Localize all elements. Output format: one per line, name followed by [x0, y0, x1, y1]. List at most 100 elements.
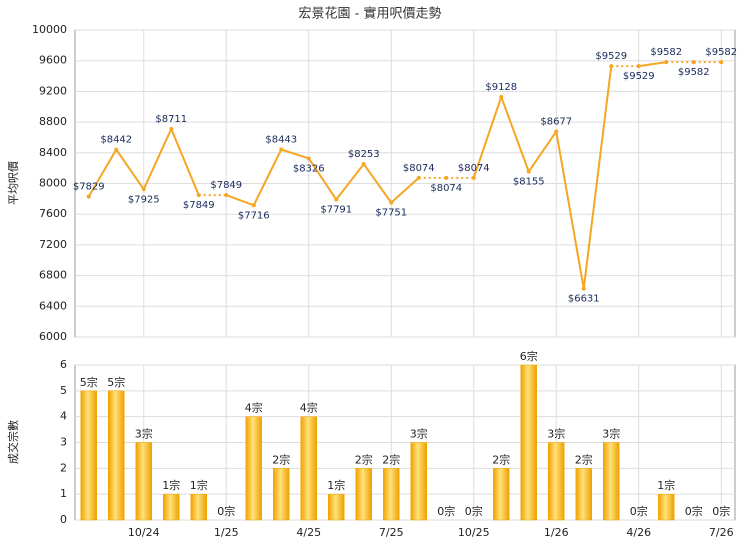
data-label: 1宗 — [162, 478, 180, 492]
line-segment — [307, 157, 338, 201]
data-label: 2宗 — [355, 452, 373, 466]
line-segment — [280, 148, 310, 160]
data-label: $8155 — [513, 177, 545, 188]
bar — [135, 442, 152, 521]
line-point — [609, 64, 614, 69]
line-point — [664, 60, 669, 65]
data-label: $8443 — [265, 134, 297, 145]
y-tick-label: 6400 — [39, 299, 67, 312]
data-label: 2宗 — [575, 452, 593, 466]
y-axis-label: 成交宗數 — [6, 420, 20, 464]
line-point — [636, 64, 641, 69]
y-tick-label: 9600 — [39, 54, 67, 67]
line-segment — [362, 163, 393, 204]
line-segment — [170, 128, 200, 196]
data-label: $7716 — [238, 210, 270, 221]
data-label: $9582 — [678, 67, 710, 78]
data-label: $7925 — [128, 194, 160, 205]
data-label: $8074 — [458, 163, 490, 174]
line-segment — [252, 149, 283, 206]
data-label: 4宗 — [300, 401, 318, 415]
data-label: 0宗 — [437, 504, 455, 518]
line-point — [499, 94, 504, 99]
bar — [575, 468, 592, 521]
line-point — [196, 193, 201, 198]
x-tick-label: 4/25 — [296, 526, 321, 539]
y-tick-label: 9200 — [39, 84, 67, 97]
line-point — [334, 197, 339, 202]
bar — [658, 493, 675, 521]
line-point — [444, 175, 449, 180]
x-tick-label: 7/25 — [379, 526, 404, 539]
data-label: $9582 — [705, 47, 737, 58]
data-label: 1宗 — [657, 478, 675, 492]
bar — [273, 468, 290, 521]
line-segment — [472, 96, 503, 179]
y-tick-label: 0 — [60, 513, 67, 526]
y-tick-label: 8000 — [39, 177, 67, 190]
bar — [80, 390, 97, 521]
line-point — [141, 187, 146, 192]
line-point — [526, 169, 531, 174]
line-point — [719, 60, 724, 65]
y-tick-label: 5 — [60, 384, 67, 397]
y-tick-label: 8800 — [39, 115, 67, 128]
y-tick-label: 4 — [60, 410, 67, 423]
y-tick-label: 10000 — [32, 23, 67, 36]
y-tick-label: 6 — [60, 358, 67, 371]
data-label: 0宗 — [630, 504, 648, 518]
data-label: 2宗 — [382, 452, 400, 466]
x-tick-label: 1/25 — [214, 526, 239, 539]
chart-title: 宏景花園 - 實用呎價走勢 — [299, 6, 442, 22]
x-tick-label: 10/24 — [128, 526, 160, 539]
data-label: $7849 — [183, 200, 215, 211]
data-label: $7829 — [73, 182, 105, 193]
bar — [108, 390, 125, 521]
bar — [300, 416, 317, 521]
bar — [520, 364, 537, 521]
data-label: 0宗 — [685, 504, 703, 518]
line-point — [224, 193, 229, 198]
y-tick-label: 2 — [60, 461, 67, 474]
bar — [245, 416, 262, 521]
line-point — [169, 126, 174, 131]
y-tick-label: 7200 — [39, 238, 67, 251]
line-point — [86, 194, 91, 199]
line-point — [306, 156, 311, 161]
data-label: 3宗 — [410, 427, 428, 441]
data-label: $7751 — [375, 208, 407, 219]
data-label: 3宗 — [602, 427, 620, 441]
bar — [410, 442, 427, 521]
data-label: $9582 — [650, 47, 682, 58]
y-tick-label: 8400 — [39, 146, 67, 159]
data-label: $8253 — [348, 149, 380, 160]
line-segment — [527, 130, 558, 173]
y-tick-label: 6800 — [39, 269, 67, 282]
bar — [355, 468, 372, 521]
line-segment — [115, 149, 145, 190]
line-point — [691, 60, 696, 65]
line-segment — [555, 131, 585, 289]
data-label: 1宗 — [190, 478, 208, 492]
data-label: 6宗 — [520, 349, 538, 363]
line-point — [114, 147, 119, 152]
y-tick-label: 7600 — [39, 207, 67, 220]
bar — [383, 468, 400, 521]
line-segment — [638, 61, 667, 68]
line-point — [416, 175, 421, 180]
data-label: $8074 — [403, 163, 435, 174]
data-label: 0宗 — [217, 504, 235, 518]
x-tick-label: 1/26 — [544, 526, 569, 539]
data-label: 0宗 — [712, 504, 730, 518]
line-point — [279, 147, 284, 152]
line-point — [554, 129, 559, 134]
line-point — [361, 162, 366, 167]
line-segment — [142, 128, 173, 190]
x-tick-label: 4/26 — [626, 526, 651, 539]
bar — [603, 442, 620, 521]
data-label: $8711 — [155, 114, 187, 125]
y-tick-label: 1 — [60, 487, 67, 500]
data-label: $8326 — [293, 163, 325, 174]
data-label: 1宗 — [327, 478, 345, 492]
bar — [163, 493, 180, 521]
